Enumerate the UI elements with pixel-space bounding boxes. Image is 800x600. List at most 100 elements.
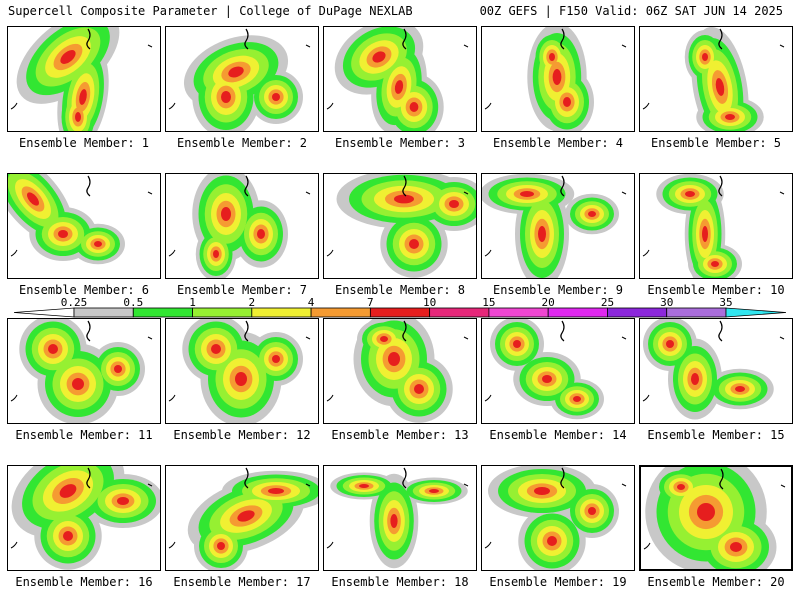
ensemble-member-label: Ensemble Member: 13 — [331, 428, 469, 442]
coastline — [560, 175, 565, 197]
ensemble-panel-20[interactable] — [639, 465, 793, 571]
ensemble-member-label: Ensemble Member: 2 — [176, 136, 308, 150]
field-contour — [449, 200, 459, 208]
field-map — [642, 174, 785, 278]
field-contour — [63, 531, 73, 541]
field-contour — [697, 503, 715, 521]
field-contour — [549, 53, 555, 61]
field-contour — [429, 489, 439, 493]
colorbar-segment — [251, 307, 312, 318]
field-map — [643, 467, 786, 569]
colorbar-tick-label: 35 — [719, 296, 732, 309]
coastline — [402, 28, 407, 50]
ensemble-panel-1[interactable] — [7, 26, 161, 132]
field-contour — [711, 261, 719, 267]
coastline — [621, 44, 627, 48]
field-map — [168, 467, 318, 570]
ensemble-panel-8[interactable] — [323, 173, 477, 279]
ensemble-panel-4[interactable] — [481, 26, 635, 132]
colorbar-segment — [547, 307, 608, 318]
coastline — [244, 320, 249, 342]
coastline — [147, 483, 153, 487]
field-contour — [94, 241, 102, 247]
coastline — [147, 44, 153, 48]
ensemble-member-label: Ensemble Member: 12 — [173, 428, 311, 442]
field-contour — [237, 510, 255, 522]
ensemble-panel-15[interactable] — [639, 318, 793, 424]
field-contour — [409, 239, 419, 249]
coastline — [560, 467, 565, 489]
field-map — [8, 174, 153, 265]
field-contour — [538, 226, 546, 242]
ensemble-panel-3[interactable] — [323, 26, 477, 132]
field-contour — [257, 229, 265, 239]
ensemble-panel-16[interactable] — [7, 465, 161, 571]
coastline — [305, 44, 311, 48]
header-title: Supercell Composite Parameter | College … — [8, 4, 413, 18]
ensemble-panel-5[interactable] — [639, 26, 793, 132]
ensemble-panel-11[interactable] — [7, 318, 161, 424]
field-map — [10, 466, 160, 570]
field-contour — [691, 373, 699, 385]
field-contour — [372, 51, 386, 63]
ensemble-panel-13[interactable] — [323, 318, 477, 424]
ensemble-member-label: Ensemble Member: 15 — [647, 428, 785, 442]
field-contour — [573, 396, 581, 402]
field-contour — [359, 484, 369, 488]
colorbar-segment — [607, 307, 668, 318]
ensemble-member-label: Ensemble Member: 5 — [650, 136, 782, 150]
ensemble-member-label: Ensemble Member: 11 — [15, 428, 153, 442]
ensemble-panel-6[interactable] — [7, 173, 161, 279]
field-contour — [58, 230, 68, 238]
ensemble-member-label: Ensemble Member: 4 — [492, 136, 624, 150]
ensemble-panel-17[interactable] — [165, 465, 319, 571]
field-map — [326, 467, 469, 569]
colorbar-arrow-low — [14, 307, 75, 318]
coastline — [86, 28, 91, 50]
coastline — [86, 175, 91, 197]
coastline — [326, 102, 334, 110]
field-contour — [114, 365, 122, 373]
ensemble-member-label: Ensemble Member: 18 — [331, 575, 469, 589]
field-contour — [735, 386, 745, 392]
field-map — [326, 319, 469, 423]
ensemble-panel-9[interactable] — [481, 173, 635, 279]
field-map — [482, 174, 627, 278]
coastline — [168, 102, 176, 110]
colorbar-tick-label: 2 — [249, 296, 256, 309]
field-contour — [588, 507, 596, 515]
coastline — [10, 541, 18, 549]
field-contour — [388, 352, 400, 366]
ensemble-panel-18[interactable] — [323, 465, 477, 571]
ensemble-panel-7[interactable] — [165, 173, 319, 279]
field-contour — [730, 542, 742, 552]
field-contour — [563, 97, 571, 107]
ensemble-panel-19[interactable] — [481, 465, 635, 571]
colorbar-tick-label: 0.5 — [123, 296, 143, 309]
coastline — [642, 249, 650, 257]
ensemble-panel-12[interactable] — [165, 318, 319, 424]
coastline — [10, 394, 18, 402]
coastline — [484, 541, 492, 549]
ensemble-panel-2[interactable] — [165, 26, 319, 132]
colorbar-segment — [132, 307, 193, 318]
coastline — [402, 175, 407, 197]
coastline — [621, 483, 627, 487]
coastline — [402, 320, 407, 342]
coastline — [244, 175, 249, 197]
coastline — [779, 191, 785, 195]
colorbar-tick-label: 25 — [601, 296, 614, 309]
header-valid-time: 00Z GEFS | F150 Valid: 06Z SAT JUN 14 20… — [479, 4, 783, 18]
ensemble-member-label: Ensemble Member: 3 — [334, 136, 466, 150]
ensemble-member-label: Ensemble Member: 20 — [647, 575, 785, 589]
ensemble-panel-14[interactable] — [481, 318, 635, 424]
coastline — [305, 336, 311, 340]
coastline — [484, 249, 492, 257]
colorbar-tick-label: 4 — [308, 296, 315, 309]
ensemble-member-label: Ensemble Member: 10 — [647, 283, 785, 297]
field-contour — [117, 497, 129, 505]
ensemble-panel-10[interactable] — [639, 173, 793, 279]
colorbar-segment — [73, 307, 134, 318]
field-contour — [211, 344, 221, 354]
field-contour — [702, 53, 708, 61]
